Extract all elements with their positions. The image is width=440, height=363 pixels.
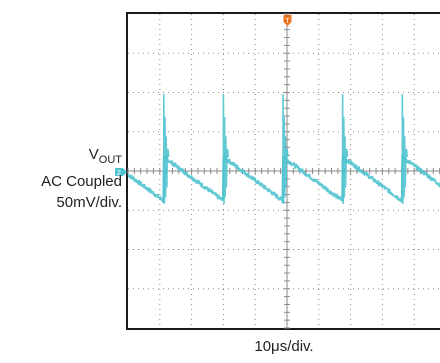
trace-layer	[127, 94, 440, 205]
trigger-marker: T	[283, 15, 292, 26]
channel-ground-marker: 2	[115, 168, 127, 177]
scale-label: 50mV/div.	[56, 194, 122, 211]
channel-label: VOUT AC Coupled 50mV/div.	[41, 144, 122, 213]
coupling-label: AC Coupled	[41, 173, 122, 190]
svg-text:T: T	[285, 18, 290, 25]
switching-spike	[222, 94, 229, 205]
switching-spike	[401, 94, 408, 205]
timebase-label: 10μs/div.	[254, 338, 314, 355]
switching-spike	[163, 94, 170, 205]
svg-text:2: 2	[117, 170, 121, 177]
switching-spike	[341, 94, 349, 205]
signal-name: VOUT	[88, 146, 122, 166]
switching-spike	[282, 94, 289, 205]
